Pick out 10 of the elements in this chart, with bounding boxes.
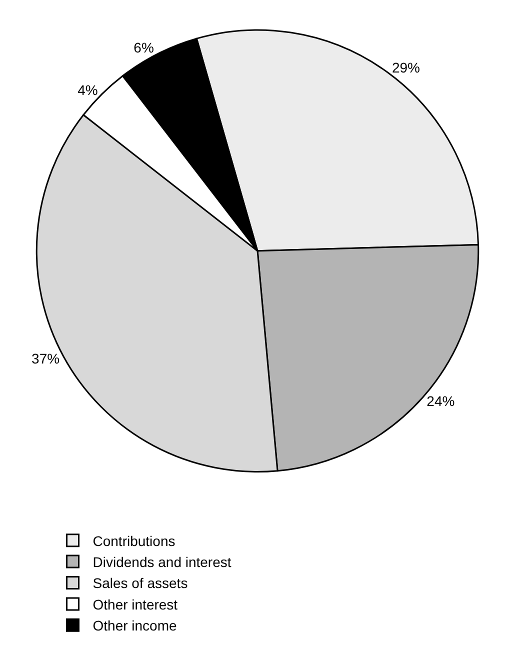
data-label: 37% <box>32 350 60 366</box>
legend-label: Other income <box>92 618 177 634</box>
data-label: 29% <box>392 59 420 76</box>
legend-label: Dividends and interest <box>92 554 232 570</box>
data-label: 24% <box>426 393 455 410</box>
legend-label: Other interest <box>92 596 178 612</box>
legend-label: Sales of assets <box>92 575 188 592</box>
data-label: 6% <box>134 39 154 56</box>
legend-label: Contributions <box>92 532 176 549</box>
data-label: 4% <box>78 82 98 98</box>
